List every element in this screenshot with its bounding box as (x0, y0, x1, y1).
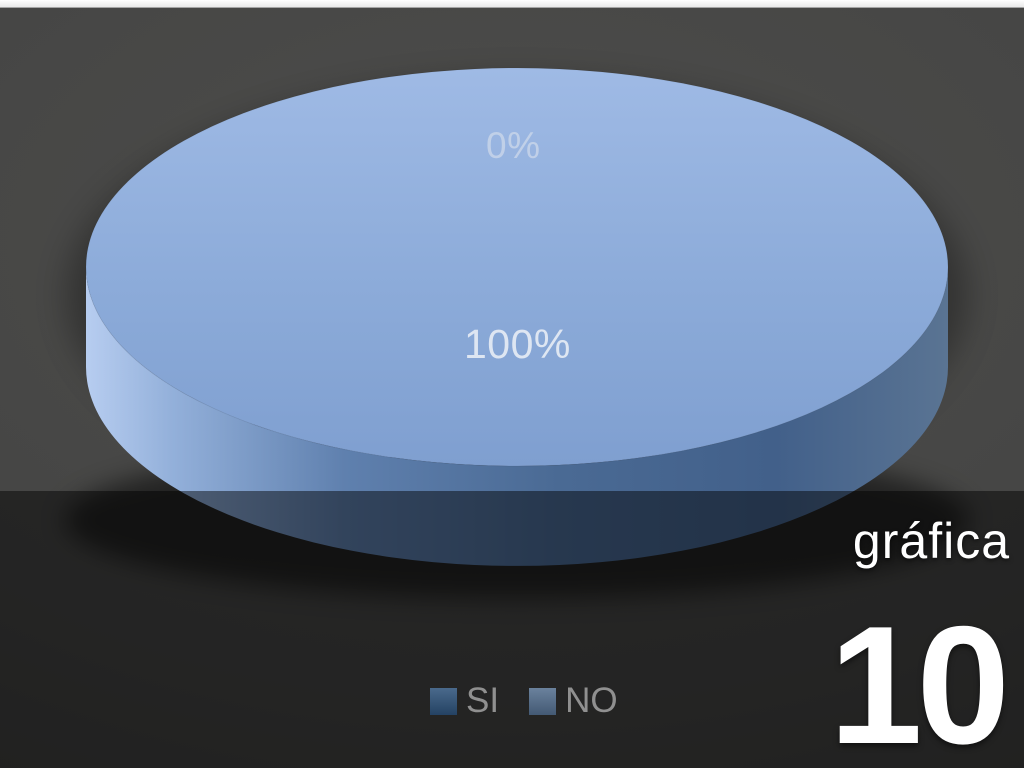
shade-overlay-band (0, 491, 1024, 768)
top-accent-strip (0, 0, 1024, 8)
chart-legend: SI NO (430, 683, 618, 718)
pie-data-label-hundred: 100% (464, 321, 571, 367)
legend-swatch-no-icon (529, 688, 557, 715)
pie-top-face (85, 67, 949, 467)
legend-label-si: SI (466, 681, 500, 720)
pie-side (86, 267, 948, 566)
legend-label-no: NO (565, 681, 618, 720)
legend-item-no: NO (529, 683, 618, 718)
legend-swatch-si-icon (430, 688, 457, 715)
legend-item-si: SI (430, 683, 499, 718)
pie-data-label-zero: 0% (486, 125, 541, 166)
slide-caption: gráfica (852, 513, 1010, 569)
slide-number: 10 (829, 591, 1010, 768)
